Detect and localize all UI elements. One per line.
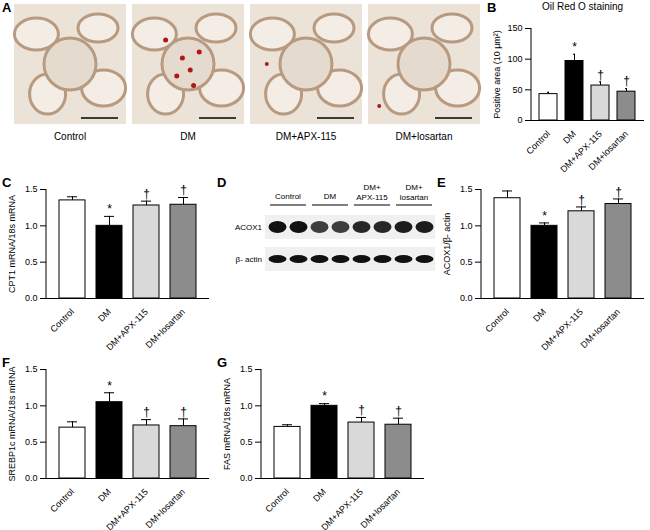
html-text:B: B: [487, 0, 497, 15]
svg-text:DM: DM: [96, 487, 113, 504]
svg-text:DM: DM: [311, 487, 328, 504]
svg-text:*: *: [542, 209, 547, 223]
svg-text:50: 50: [512, 85, 522, 95]
svg-text:0.5: 0.5: [25, 257, 38, 267]
svg-text:†: †: [180, 405, 187, 419]
svg-text:Control: Control: [48, 487, 76, 515]
svg-text:FAS mRNA/18s mRNA: FAS mRNA/18s mRNA: [222, 378, 232, 470]
svg-text:ACOX1/β- actin: ACOX1/β- actin: [442, 213, 452, 276]
svg-text:†: †: [180, 183, 187, 197]
svg-text:†: †: [143, 187, 150, 201]
svg-text:0.0: 0.0: [240, 473, 253, 483]
svg-text:0.0: 0.0: [25, 473, 38, 483]
svg-text:†: †: [143, 405, 150, 419]
svg-text:†: †: [623, 74, 630, 88]
svg-text:β- actin: β- actin: [236, 255, 262, 264]
svg-text:0: 0: [517, 115, 522, 125]
svg-text:†: †: [578, 193, 585, 207]
svg-text:*: *: [322, 389, 327, 403]
svg-text:DM: DM: [96, 307, 113, 324]
svg-text:1.5: 1.5: [460, 184, 473, 194]
svg-text:Positive area (10 μm²): Positive area (10 μm²): [492, 30, 502, 119]
svg-text:DM: DM: [531, 307, 548, 324]
svg-text:DM+losartan: DM+losartan: [359, 487, 402, 530]
svg-text:Control: Control: [483, 307, 511, 335]
svg-text:150: 150: [507, 23, 522, 33]
html-text:C: C: [2, 175, 12, 190]
svg-text:DM+losartan: DM+losartan: [400, 183, 428, 202]
svg-text:Control: Control: [275, 192, 301, 201]
svg-text:1.0: 1.0: [460, 221, 473, 231]
svg-text:*: *: [572, 40, 577, 54]
svg-text:†: †: [597, 68, 604, 82]
svg-text:1.5: 1.5: [25, 364, 38, 374]
svg-text:†: †: [615, 185, 622, 199]
svg-text:1.0: 1.0: [25, 221, 38, 231]
html-text:Oil Red O staining: Oil Red O staining: [541, 1, 624, 12]
svg-text:1.0: 1.0: [25, 401, 38, 411]
html-text:D: D: [217, 175, 227, 190]
svg-text:1.5: 1.5: [25, 184, 38, 194]
svg-text:DM+APX-115: DM+APX-115: [356, 183, 388, 202]
svg-text:0.5: 0.5: [460, 257, 473, 267]
svg-text:DM: DM: [180, 131, 196, 142]
svg-text:DM: DM: [324, 192, 337, 201]
svg-text:Control: Control: [54, 131, 86, 142]
svg-text:DM+losartan: DM+losartan: [396, 131, 453, 142]
html-text:A: A: [2, 0, 12, 15]
svg-text:ACOX1: ACOX1: [235, 223, 263, 232]
svg-text:0.5: 0.5: [240, 437, 253, 447]
svg-text:0.5: 0.5: [25, 437, 38, 447]
svg-text:100: 100: [507, 54, 522, 64]
svg-text:DM: DM: [561, 129, 578, 146]
svg-text:*: *: [107, 202, 112, 216]
svg-text:†: †: [358, 403, 365, 417]
html-text:G: G: [217, 355, 228, 370]
svg-text:SREBP1c mRNA/18s mRNA: SREBP1c mRNA/18s mRNA: [7, 366, 17, 481]
svg-text:DM+APX-115: DM+APX-115: [276, 131, 337, 142]
svg-text:Control: Control: [524, 129, 552, 157]
html-text:F: F: [2, 355, 10, 370]
svg-text:0.0: 0.0: [460, 293, 473, 303]
svg-text:DM+losartan: DM+losartan: [579, 307, 622, 350]
svg-text:Control: Control: [48, 307, 76, 335]
svg-text:CPT1 mRNA/18s mRNA: CPT1 mRNA/18s mRNA: [7, 195, 17, 293]
svg-text:Control: Control: [263, 487, 291, 515]
svg-text:DM+losartan: DM+losartan: [587, 129, 630, 172]
svg-text:1.0: 1.0: [240, 401, 253, 411]
svg-text:DM+losartan: DM+losartan: [144, 307, 187, 350]
svg-text:†: †: [395, 404, 402, 418]
svg-text:1.5: 1.5: [240, 364, 253, 374]
svg-text:0.0: 0.0: [25, 293, 38, 303]
svg-text:*: *: [107, 379, 112, 393]
svg-text:DM+losartan: DM+losartan: [144, 487, 187, 530]
html-text:E: E: [437, 175, 446, 190]
